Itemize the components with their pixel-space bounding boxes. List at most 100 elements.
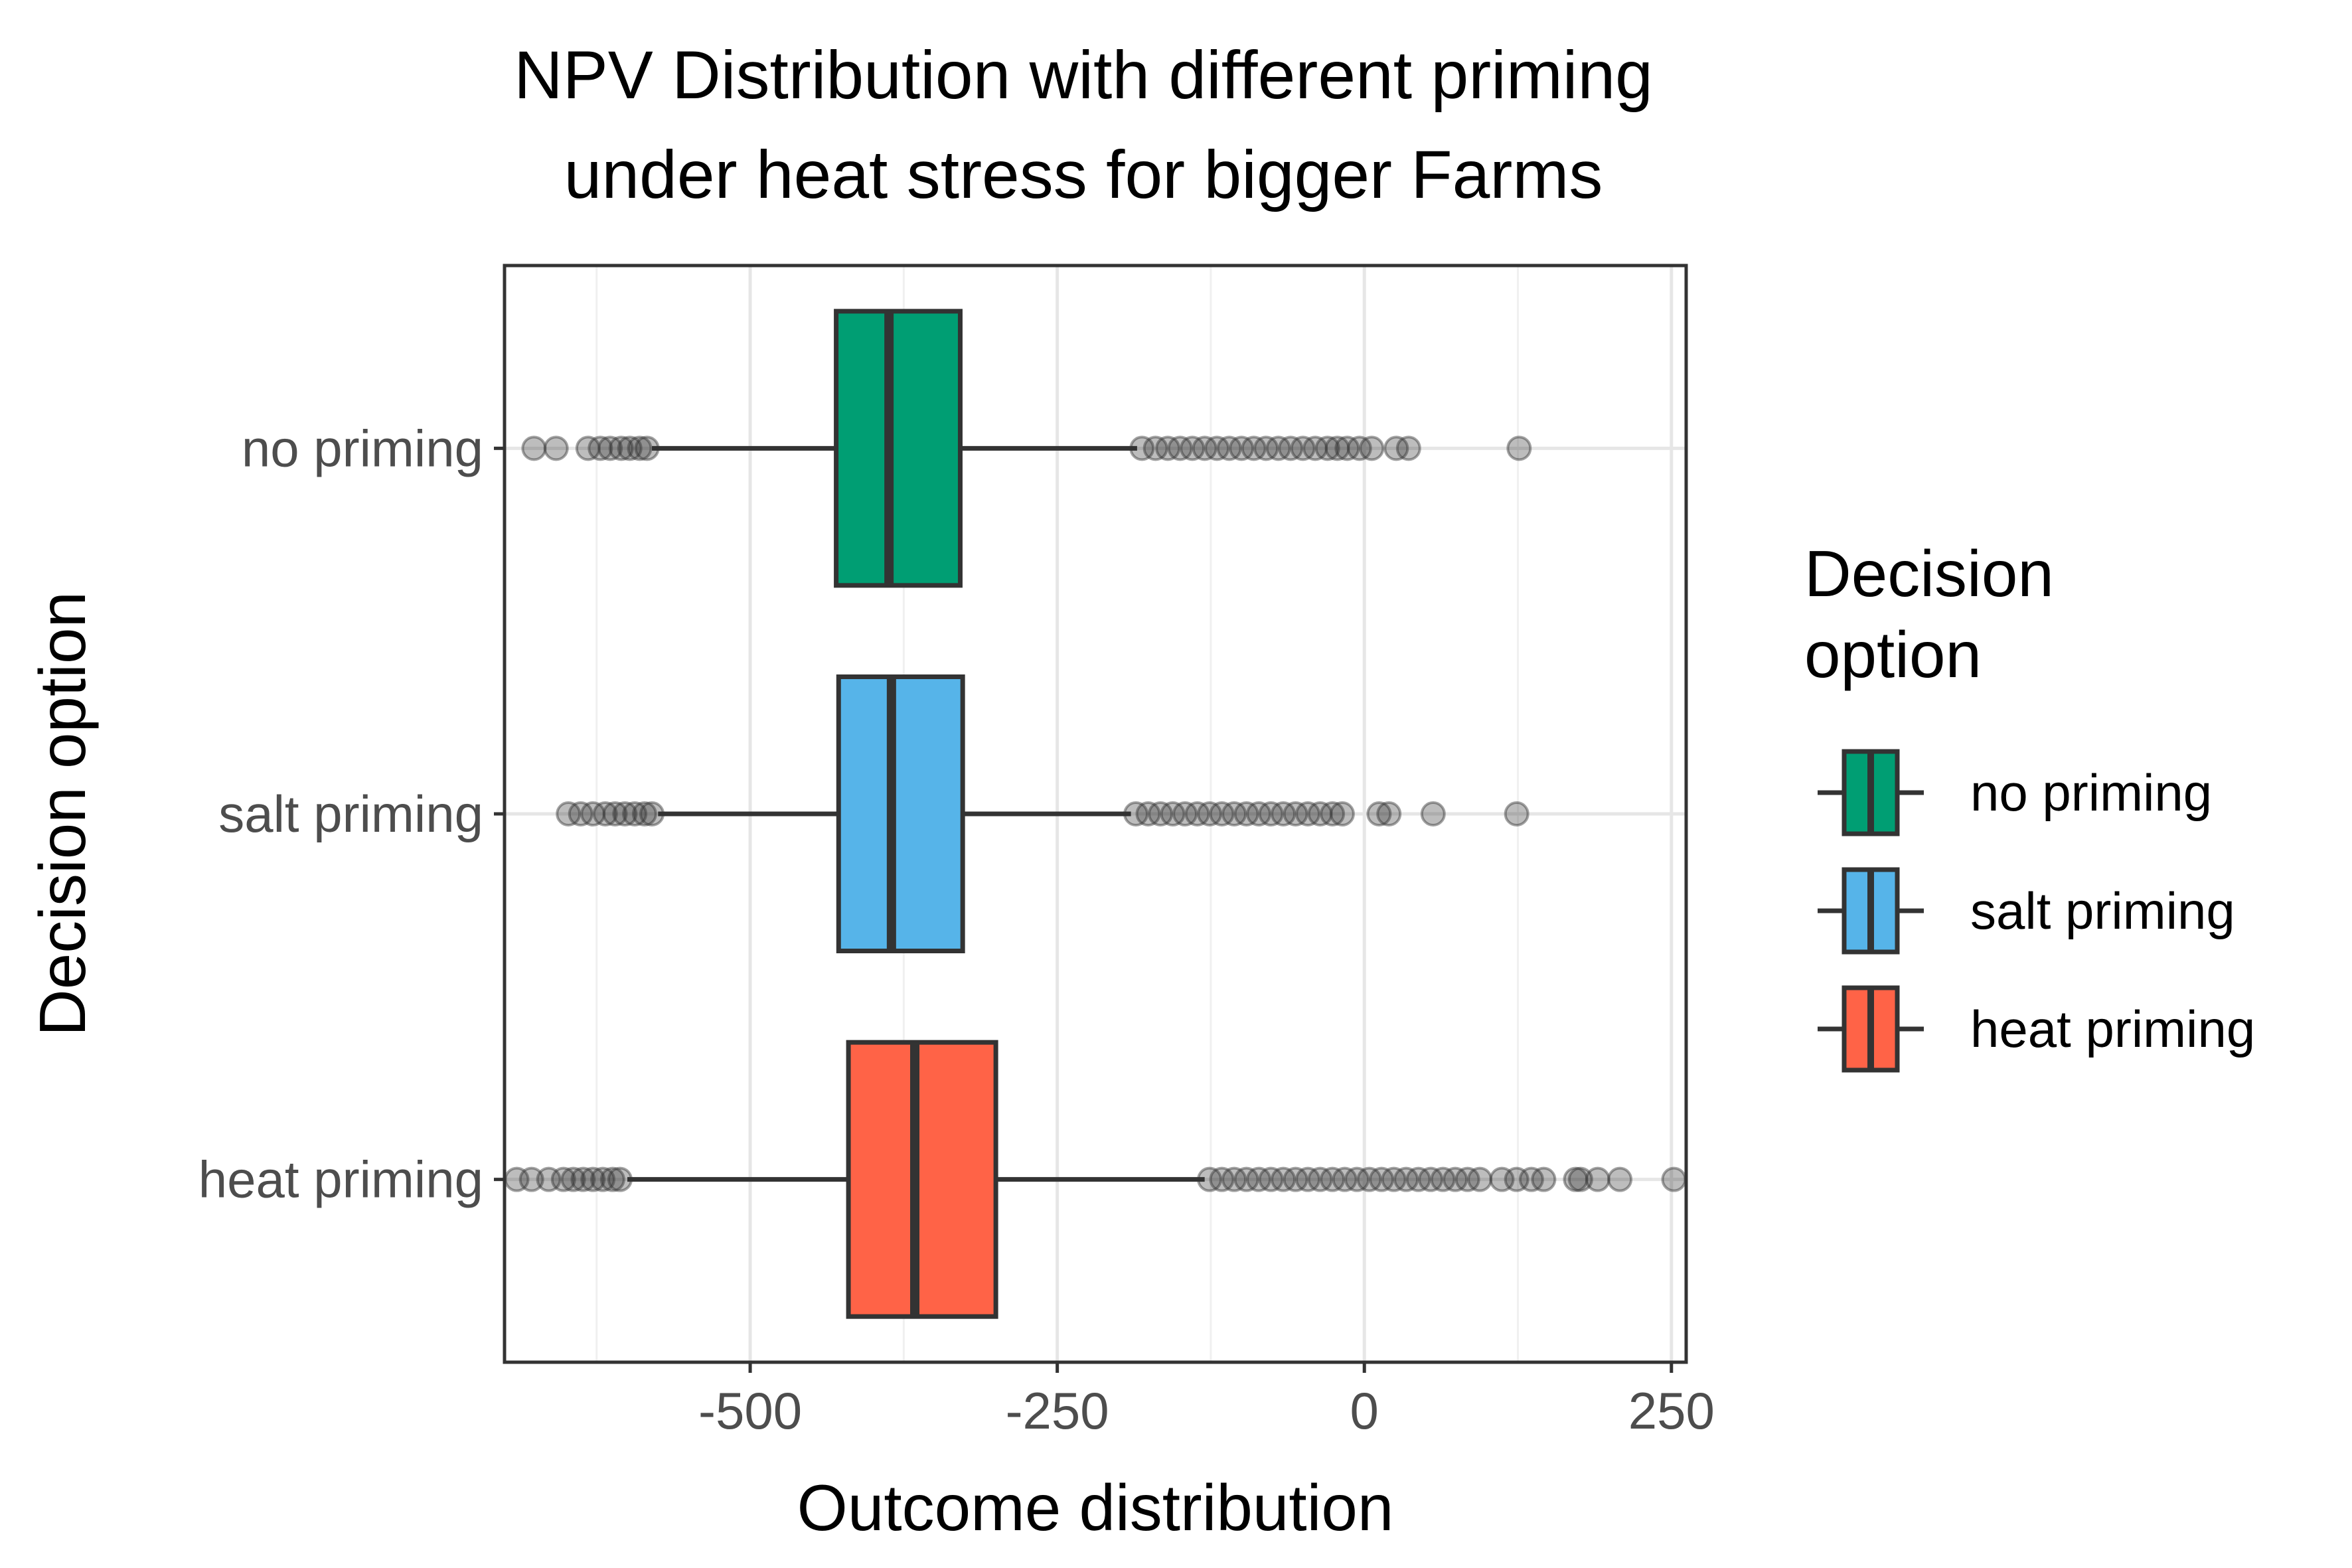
outlier-point [1290,435,1316,461]
outlier-point [1334,435,1360,461]
outlier-point [592,801,618,826]
outlier-point [568,801,593,826]
outlier-point [627,435,653,461]
outlier-point [1661,1166,1687,1192]
y-tick-label: no priming [242,419,483,477]
outlier-point [570,1166,596,1192]
outlier-point [521,435,547,461]
outlier-point [1506,435,1532,461]
outlier-point [1184,801,1210,826]
outlier-point [634,435,660,461]
outlier-point [1320,801,1346,826]
chart-title-line-2: under heat stress for bigger Farms [564,137,1603,212]
outlier-point [1607,1166,1633,1192]
y-axis-title: Decision option [26,591,99,1036]
outlier-point [1241,435,1267,461]
outlier-point [1221,801,1247,826]
outlier-point [1393,1166,1419,1192]
outlier-point [1246,1166,1272,1192]
outlier-point [597,435,623,461]
outlier-point [1155,435,1181,461]
outlier-point [1531,1166,1557,1192]
box-iqr [834,309,963,588]
outlier-point [1283,1166,1308,1192]
outlier-point [1295,801,1321,826]
outlier-point [612,801,638,826]
outlier-point [1216,435,1242,461]
outlier-point [560,1166,586,1192]
outlier-point [1253,435,1279,461]
outlier-point [1258,801,1284,826]
boxplot-heat-priming [504,1040,1687,1319]
outlier-point [1192,435,1217,461]
outlier-point [1148,801,1174,826]
outlier-point [1197,1166,1223,1192]
outlier-point [1395,435,1421,461]
outlier-point [1420,801,1446,826]
x-tick-label: -500 [698,1381,802,1440]
outlier-point [1307,1166,1333,1192]
x-axis-title: Outcome distribution [797,1471,1394,1544]
outlier-point [607,1166,633,1192]
outlier-point [556,801,582,826]
outlier-point [536,1166,562,1192]
outlier-point [1302,435,1328,461]
outlier-point [1504,801,1529,826]
legend-label: no priming [1970,763,2212,822]
outlier-point [1359,435,1385,461]
outlier-point [1369,1166,1395,1192]
outlier-point [1295,1166,1321,1192]
outlier-point [1233,1166,1259,1192]
outlier-point [1376,801,1402,826]
outlier-point [1283,801,1308,826]
outlier-point [602,801,628,826]
outlier-point [631,801,657,826]
outlier-point [1346,435,1372,461]
outlier-point [1229,435,1255,461]
outlier-point [1209,801,1235,826]
outlier-point [1563,1166,1589,1192]
legend-title-line-2: option [1804,618,1982,691]
boxplot-salt-priming [556,674,1529,953]
outlier-point [1320,1166,1346,1192]
outlier-point [1329,801,1355,826]
outlier-point [588,435,613,461]
outlier-point [1160,801,1186,826]
outlier-point [1197,801,1223,826]
outlier-point [1366,801,1392,826]
box-layer [504,309,1687,1319]
outlier-point [1258,1166,1284,1192]
outlier-point [1167,435,1193,461]
outlier-point [550,1166,576,1192]
outlier-point [518,1166,544,1192]
outlier-point [1381,1166,1407,1192]
outlier-point [617,435,643,461]
outlier-point [580,1166,606,1192]
outlier-point [590,1166,616,1192]
outlier-point [580,801,606,826]
outlier-point [1356,1166,1382,1192]
legend: Decision option no priming salt priming he… [1804,537,2255,1073]
outlier-point [1246,801,1272,826]
outlier-point [575,435,601,461]
outlier-point [1307,801,1333,826]
outlier-point [1204,435,1230,461]
legend-key-heat-priming: heat priming [1818,985,2255,1073]
outlier-point [1314,435,1340,461]
outlier-point [1135,801,1161,826]
outlier-point [1443,1166,1468,1192]
outlier-point [1454,1166,1480,1192]
outlier-point [1233,801,1259,826]
boxplot-no-priming [521,309,1532,588]
outlier-point [622,801,648,826]
x-tick-label: -250 [1006,1381,1109,1440]
outlier-point [1265,435,1291,461]
legend-label: heat priming [1970,1000,2255,1058]
outlier-point [1567,1166,1593,1192]
outlier-point [1344,1166,1370,1192]
outlier-point [639,801,665,826]
legend-title-line-1: Decision [1804,537,2054,610]
chart-title-line-1: NPV Distribution with different priming [514,37,1653,113]
outlier-point [1172,801,1198,826]
